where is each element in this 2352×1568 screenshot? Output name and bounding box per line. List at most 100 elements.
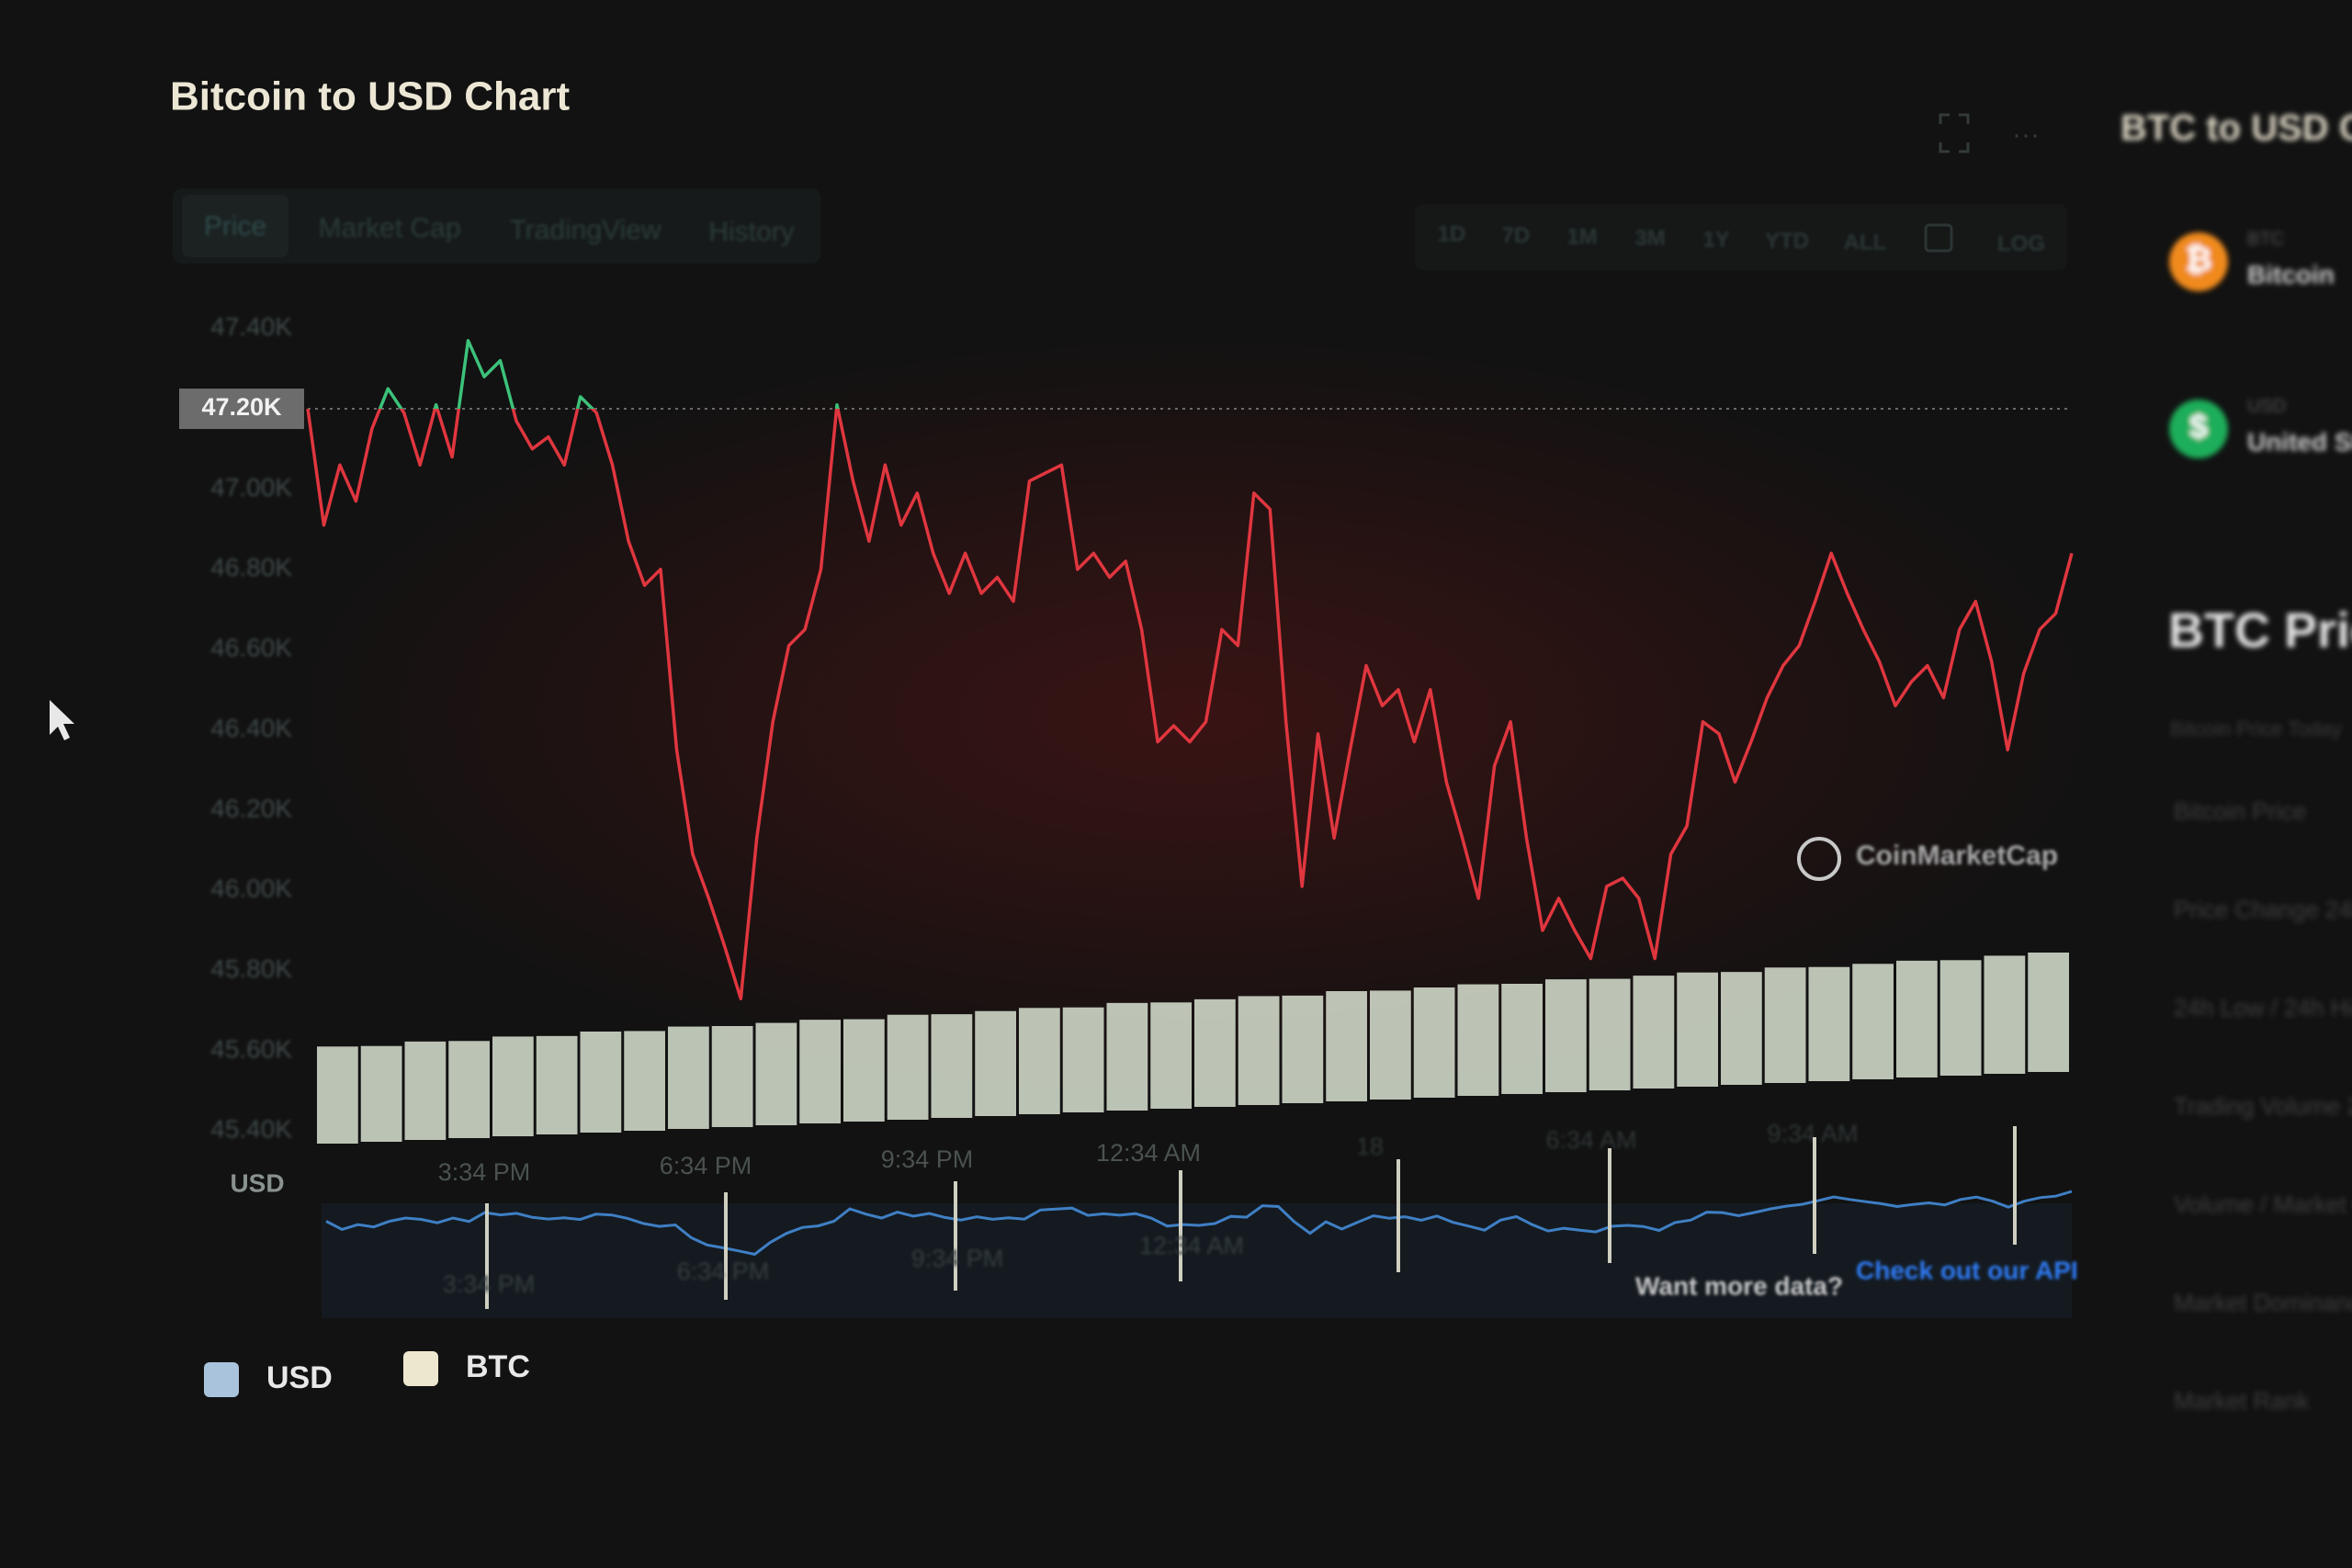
side-panel: BTC to USD Converter ₿ BTC Bitcoin $ USD Unite… [2120,108,2352,1415]
legend-swatch[interactable] [403,1351,438,1386]
volume-bar [492,1036,534,1136]
volume-bar [887,1014,929,1120]
volume-bar [843,1019,885,1122]
tab-active [182,195,288,257]
volume-bar [1589,978,1631,1090]
range-button[interactable]: LOG [1997,231,2045,256]
volume-bar [1808,966,1850,1081]
volume-bar [536,1035,578,1134]
stats-row: Price Change 24h [2174,896,2352,923]
y-tick-label: 47.00K [210,473,292,502]
range-button[interactable]: 1D [1438,221,1466,246]
stats-row: Market Rank [2174,1387,2310,1415]
volume-bar [1633,976,1675,1089]
x-tick-label: 6:34 PM [660,1152,752,1179]
y-tick-label: 46.80K [210,553,292,581]
volume-bar [1282,995,1324,1103]
volume-bar [1501,984,1543,1094]
volume-bar [755,1022,797,1125]
y-tick-label: 45.60K [210,1034,292,1063]
navigator-label: 9:34 PM [911,1245,1004,1272]
volume-bar [1194,998,1236,1107]
range-button[interactable]: 1M [1566,224,1597,249]
currency-name: United States Dollar [2247,427,2352,456]
volume-bar [1545,979,1587,1092]
stats-row: 24h Low / 24h High [2174,994,2352,1021]
y-tick-label: 45.40K [210,1115,292,1144]
tab[interactable]: History [708,217,794,247]
volume-bar [1019,1008,1060,1114]
x-tick-label: 9:34 PM [881,1145,974,1173]
stats-row: Trading Volume 24h [2174,1092,2352,1120]
volume-bar [931,1014,973,1118]
range-button[interactable]: YTD [1765,229,1809,254]
reference-box [179,389,304,430]
range-button[interactable]: ALL [1844,230,1887,254]
volume-bar [580,1032,622,1133]
navigator-bg [322,1203,2072,1318]
volume-bar [1896,960,1938,1077]
currency-name: Bitcoin [2247,260,2335,288]
range-button[interactable]: 1Y [1702,227,1729,252]
api-link[interactable]: Check out our API [1856,1256,2078,1284]
stats-subtitle: Bitcoin Price Today [2170,717,2342,740]
range-bar [1415,204,2067,270]
volume-bar [1062,1007,1104,1112]
volume-bar [448,1041,490,1138]
chart-title: Bitcoin to USD Chart [170,74,570,119]
currency-glyph: ₿ [2185,241,2211,278]
price-line [306,339,2074,1000]
currency-symbol: BTC [2247,229,2284,249]
watermark: CoinMarketCap [1856,840,2058,871]
currency-icon [2169,232,2228,291]
volume-bar [1764,967,1806,1083]
volume-bar [1370,990,1411,1100]
mouse-cursor [50,700,74,740]
volume-bar [1150,1002,1192,1109]
volume-bar [1238,996,1280,1105]
volume-bar [2028,953,2069,1072]
volume-bar [624,1031,665,1131]
tab[interactable]: Market Cap [318,213,460,243]
volume-bar [1457,984,1499,1096]
y-tick-label: 46.40K [210,714,292,742]
footer-text: Want more data? [1635,1271,1843,1300]
navigator-label: 6:34 PM [677,1258,770,1285]
currency-icon [2169,400,2228,458]
volume-bar [1984,955,2026,1074]
tab[interactable]: Price [204,211,266,242]
more-icon[interactable]: ··· [2012,119,2040,150]
navigator-label: 12:34 AM [1139,1232,1244,1259]
volume-bar [799,1020,841,1123]
y-tick-label: 46.20K [210,794,292,822]
volume-bar [1326,991,1367,1101]
navigator-line [325,1190,2073,1257]
volume-bar [975,1010,1016,1116]
legend-swatch[interactable] [204,1362,239,1397]
calendar-icon[interactable] [1924,223,1953,253]
watermark-logo [1797,837,1841,881]
volume-bar [317,1046,358,1144]
fullscreen-icon[interactable] [1939,113,1970,153]
y-axis-label: USD [230,1168,284,1197]
range-button[interactable]: 3M [1634,226,1665,251]
volume-bar [711,1026,753,1127]
volume-bar [1106,1002,1148,1111]
stats-row: Volume / Market Cap [2174,1190,2352,1218]
currency-symbol: USD [2247,396,2286,416]
y-tick-label: 47.40K [210,312,292,341]
volume-bar [1721,972,1762,1085]
range-button[interactable]: 7D [1502,223,1531,248]
y-tick-label: 45.80K [210,954,292,983]
volume-bar [668,1026,709,1129]
stats-row: Market Dominance [2174,1289,2352,1316]
navigator-label: 3:34 PM [443,1270,536,1298]
x-tick-label: 12:34 AM [1096,1139,1201,1167]
x-tick-label: 18 [1356,1133,1384,1160]
x-tick-label: 6:34 AM [1545,1126,1636,1154]
tab[interactable]: TradingView [509,215,661,245]
currency-glyph: $ [2189,408,2208,446]
converter-title: BTC to USD Converter [2120,108,2352,149]
stats-row: Bitcoin Price [2174,797,2307,825]
